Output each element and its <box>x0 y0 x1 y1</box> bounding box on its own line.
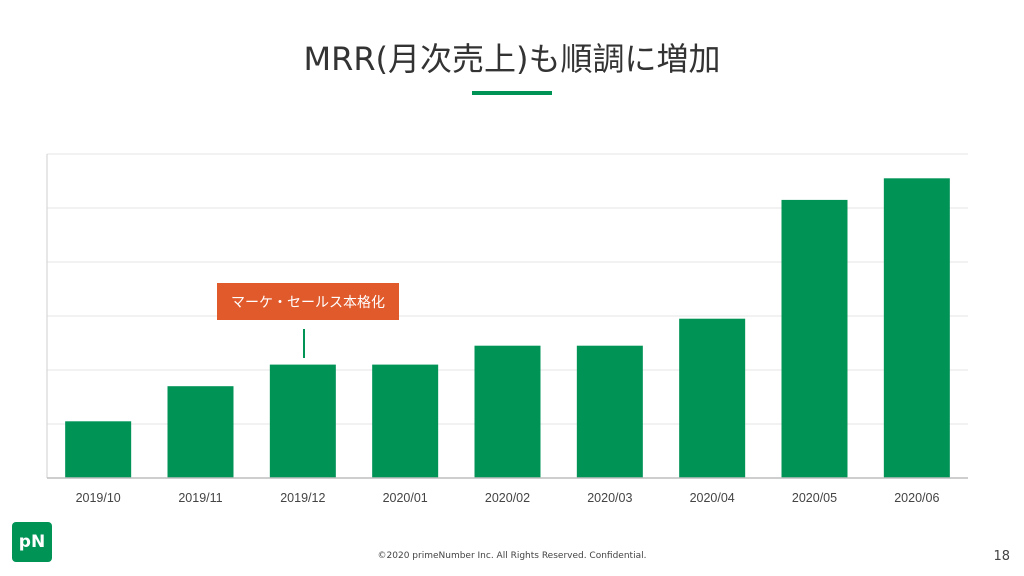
x-tick-label: 2020/05 <box>792 491 837 505</box>
annotation-label: マーケ・セールス本格化 <box>231 294 385 311</box>
company-logo: pN <box>12 522 52 562</box>
bar <box>781 199 848 478</box>
x-tick-label: 2020/01 <box>383 491 428 505</box>
bar <box>576 345 643 478</box>
title-underline <box>472 91 552 95</box>
annotation-pointer-line <box>303 329 305 358</box>
bar <box>474 345 541 478</box>
bar <box>65 421 132 478</box>
logo-text: pN <box>18 532 46 552</box>
x-tick-label: 2020/06 <box>894 491 939 505</box>
annotation-callout: マーケ・セールス本格化 <box>217 283 399 320</box>
x-tick-label: 2020/02 <box>485 491 530 505</box>
copyright-footer: ©2020 primeNumber Inc. All Rights Reserv… <box>377 551 647 561</box>
bar <box>167 386 234 478</box>
bar <box>269 364 336 478</box>
x-tick-label: 2019/12 <box>280 491 325 505</box>
x-tick-label: 2019/11 <box>178 491 222 505</box>
x-tick-label: 2020/04 <box>690 491 735 505</box>
bar <box>372 364 439 478</box>
page-title: MRR(月次売上)も順調に増加 <box>303 40 721 78</box>
x-tick-label: 2020/03 <box>587 491 632 505</box>
page-number: 18 <box>993 549 1010 564</box>
bar <box>679 318 746 478</box>
bar <box>883 178 950 479</box>
x-tick-label: 2019/10 <box>76 491 121 505</box>
